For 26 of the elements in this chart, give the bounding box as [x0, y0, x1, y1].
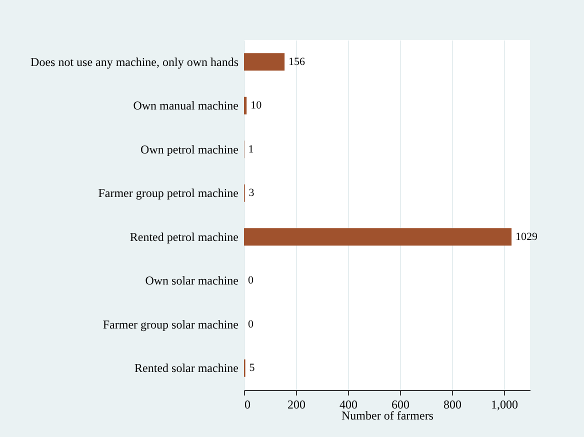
x-tick-label: 0 [244, 398, 250, 412]
data-label: 1 [248, 143, 254, 156]
data-label: 0 [248, 318, 254, 330]
data-label: 1029 [516, 230, 538, 243]
x-tick-label: 1,000 [491, 398, 518, 412]
x-tick-label: 600 [392, 398, 410, 412]
y-tick-label: Farmer group solar machine [102, 317, 238, 332]
data-label: 5 [249, 362, 256, 374]
x-tick-label: 400 [340, 398, 358, 412]
y-tick-label: Own manual machine [133, 98, 238, 113]
x-tick-label: 800 [444, 398, 462, 412]
y-tick-label: Rented petrol machine [130, 230, 238, 244]
y-tick-label: Rented solar machine [134, 361, 238, 376]
y-tick-label: Own solar machine [145, 274, 238, 288]
data-label: 3 [248, 187, 255, 200]
y-tick-label: Does not use any machine, only own hands [30, 54, 239, 69]
bar [244, 96, 247, 114]
data-label: 156 [288, 56, 306, 68]
x-tick-label: 200 [288, 398, 306, 412]
data-label: 0 [248, 274, 254, 287]
data-label: 10 [250, 100, 262, 112]
x-axis-title: Number of farmers [342, 408, 434, 422]
bar [244, 228, 512, 246]
y-tick-label: Farmer group petrol machine [98, 186, 238, 200]
y-tick-label: Own petrol machine [140, 142, 238, 156]
bar [244, 53, 285, 71]
